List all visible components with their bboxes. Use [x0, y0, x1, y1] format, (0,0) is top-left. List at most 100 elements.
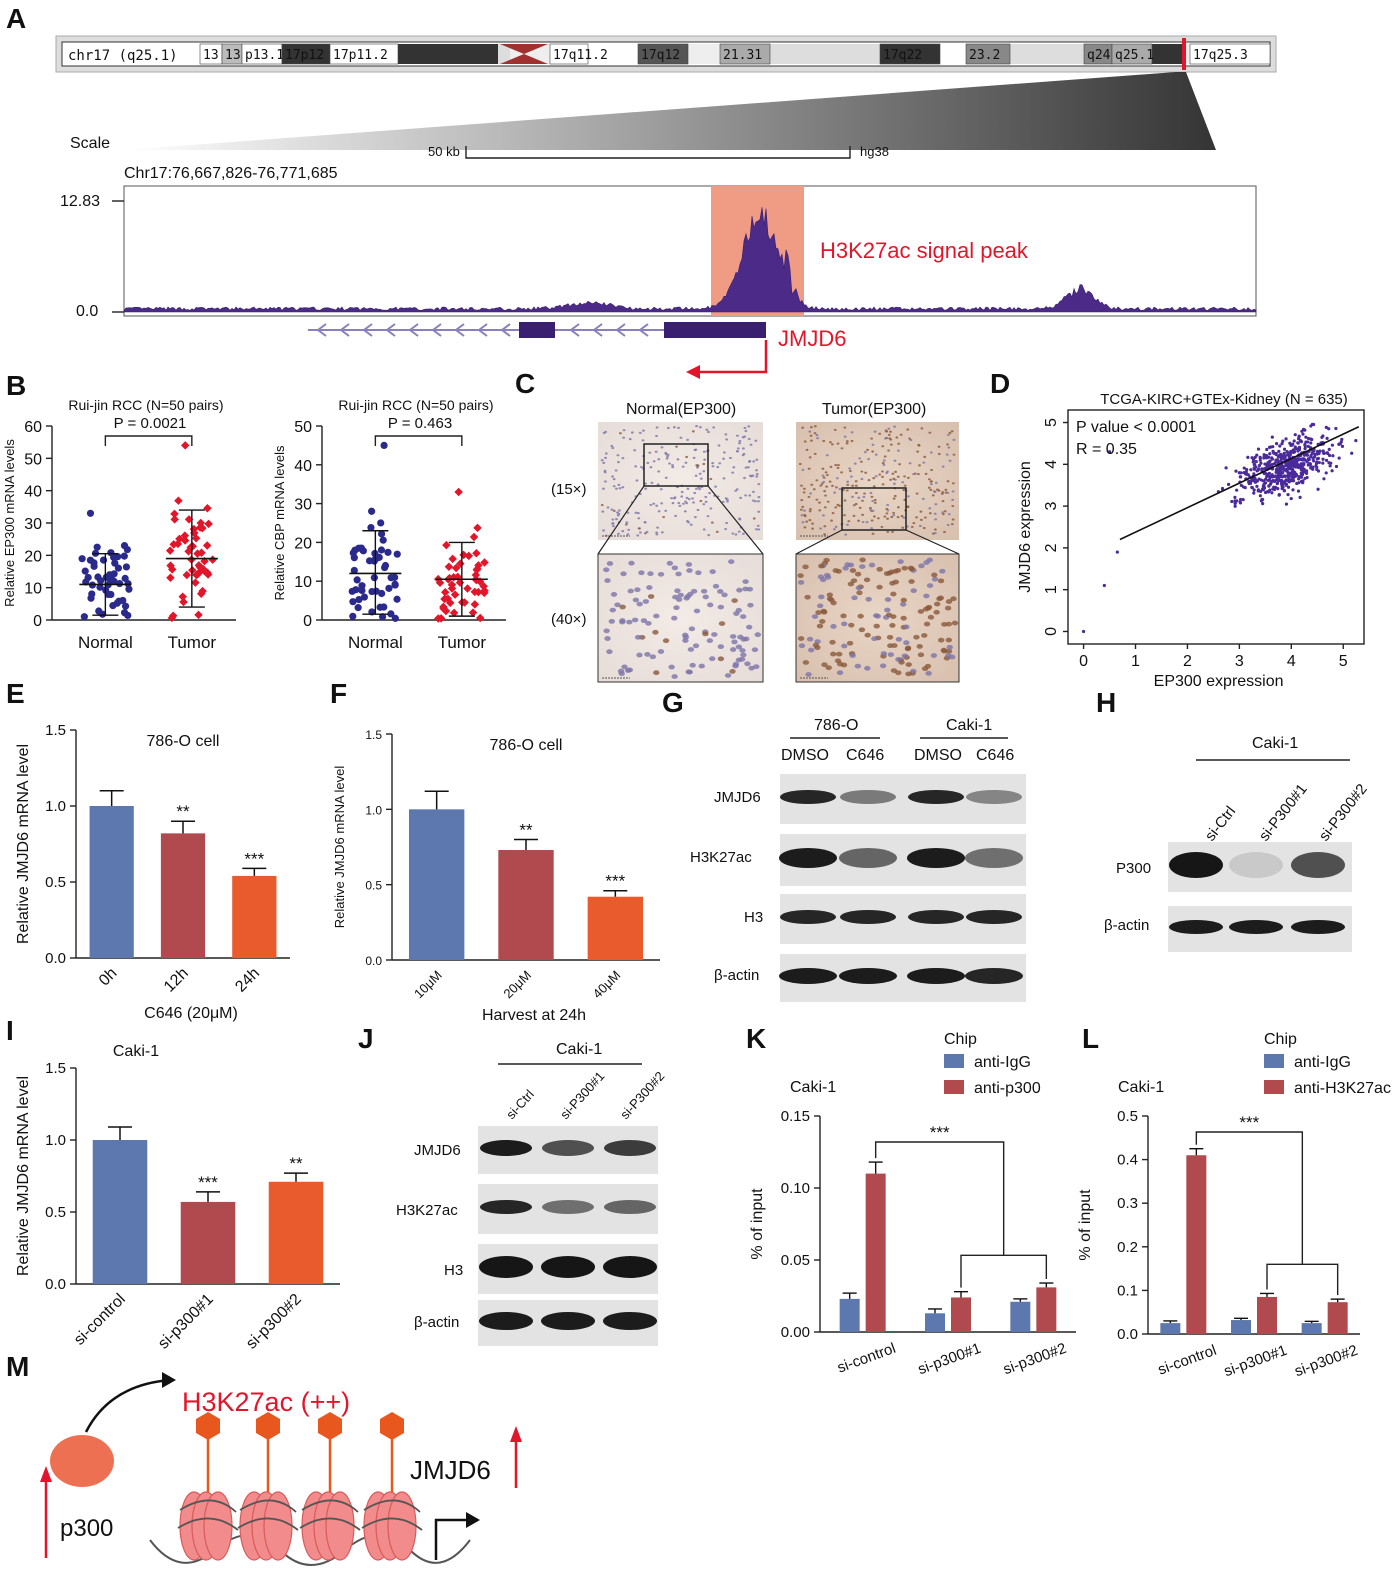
ihc-nucleus [636, 512, 640, 515]
ihc-nucleus [908, 462, 912, 465]
b-right-y-tick-label: 20 [294, 535, 312, 552]
d-point [1265, 474, 1269, 479]
ihc-nucleus [691, 497, 694, 500]
ihc-nucleus [835, 651, 843, 657]
ihc-nucleus [705, 428, 709, 431]
ihc-nucleus [885, 471, 889, 475]
ihc-nucleus [693, 491, 697, 495]
d-point [1281, 457, 1286, 461]
d-fit-line [1119, 425, 1360, 541]
p300-label: p300 [60, 1515, 113, 1542]
ihc-tumor-label: Tumor(EP300) [822, 401, 926, 418]
k-bar [951, 1297, 971, 1332]
ihc-nucleus [662, 638, 670, 644]
ihc-nucleus [872, 515, 876, 518]
ihc-nucleus [947, 513, 951, 516]
ihc-nucleus [619, 604, 626, 610]
d-point [1288, 461, 1292, 465]
ihc-nucleus [918, 563, 925, 569]
ihc-nucleus [601, 510, 605, 513]
d-point [1270, 491, 1274, 495]
zoom-wedge [124, 72, 1216, 150]
ihc-nucleus [718, 462, 722, 465]
ihc-nucleus [830, 624, 837, 629]
ihc-nucleus [948, 459, 952, 462]
l-bracket-inner [1266, 1263, 1339, 1296]
ihc-nucleus [933, 512, 937, 515]
ihc-nucleus [688, 626, 696, 632]
d-point [1318, 449, 1322, 453]
ihc-nucleus [921, 633, 928, 638]
d-point [1254, 465, 1258, 469]
d-point [1253, 476, 1257, 481]
b-left-y-label: Relative EP300 mRNA levels [2, 439, 17, 607]
e-y-label: Relative JMJD6 mRNA level [15, 744, 32, 944]
ihc-nucleus [736, 587, 743, 593]
ihc-nucleus [921, 497, 925, 500]
ihc-nucleus [952, 453, 956, 456]
ihc-nucleus [645, 620, 652, 626]
b-right-point [379, 536, 387, 544]
ihc-nucleus [702, 594, 709, 600]
d-point [1234, 469, 1238, 473]
ihc-nucleus [863, 451, 867, 454]
i-y-label: Relative JMJD6 mRNA level [15, 1076, 32, 1276]
ihc-nucleus [802, 660, 810, 665]
ihc-nucleus [833, 428, 837, 432]
ihc-nucleus [609, 607, 616, 613]
ihc-nucleus [928, 507, 932, 510]
ihc-nucleus [937, 452, 941, 456]
ihc-nucleus [871, 499, 875, 503]
ihc-nucleus [604, 636, 611, 641]
ihc-nucleus [893, 425, 897, 428]
ihc-nucleus [739, 496, 743, 499]
gene-strand-chevron [431, 323, 442, 337]
d-point [1324, 458, 1329, 462]
d-point [1263, 466, 1267, 471]
ihc-nucleus [694, 448, 698, 451]
b-right-y-tick-label: 0 [303, 613, 312, 630]
ihc-nucleus [855, 585, 863, 591]
ihc-nucleus [940, 492, 944, 495]
g-band [839, 968, 897, 984]
ihc-nucleus [895, 436, 899, 439]
track-ymin: 0.0 [76, 303, 98, 320]
ihc-nucleus [892, 514, 896, 517]
b-right-point [468, 608, 478, 617]
ihc-nucleus [941, 621, 948, 627]
d-x-tick-label: 3 [1235, 653, 1244, 670]
ihc-nucleus [900, 615, 907, 621]
panel-label-i: I [6, 1015, 14, 1046]
g-band [840, 910, 896, 924]
ihc-nucleus [860, 470, 864, 473]
locus-marker [1182, 38, 1186, 70]
ihc-normal-15x [598, 422, 763, 540]
b-right-point [393, 550, 401, 558]
d-point [1274, 442, 1279, 446]
ihc-nucleus [816, 623, 824, 629]
ihc-nucleus [906, 505, 910, 508]
ihc-nucleus [656, 526, 659, 529]
ihc-nucleus [744, 429, 748, 433]
ihc-nucleus [840, 447, 844, 450]
ihc-nucleus [603, 628, 610, 634]
ihc-nucleus [903, 475, 906, 478]
d-point [1243, 472, 1248, 476]
ihc-nucleus [634, 587, 641, 593]
ihc-nucleus [874, 453, 878, 456]
ihc-nucleus [809, 492, 813, 495]
d-point [1268, 452, 1272, 456]
ihc-nucleus [666, 455, 669, 458]
ihc-nucleus [679, 436, 683, 439]
b-right-point [349, 598, 357, 606]
ihc-nucleus [751, 474, 755, 477]
ihc-nucleus [711, 632, 718, 637]
ihc-nucleus [603, 480, 607, 483]
ihc-nucleus [843, 499, 847, 502]
ideogram-band-label: q25.1 [1115, 48, 1154, 63]
ihc-nucleus [929, 488, 933, 491]
ihc-nucleus [686, 568, 693, 573]
d-point [1261, 502, 1265, 506]
ihc-nucleus [952, 438, 956, 441]
ihc-nucleus [642, 429, 645, 432]
